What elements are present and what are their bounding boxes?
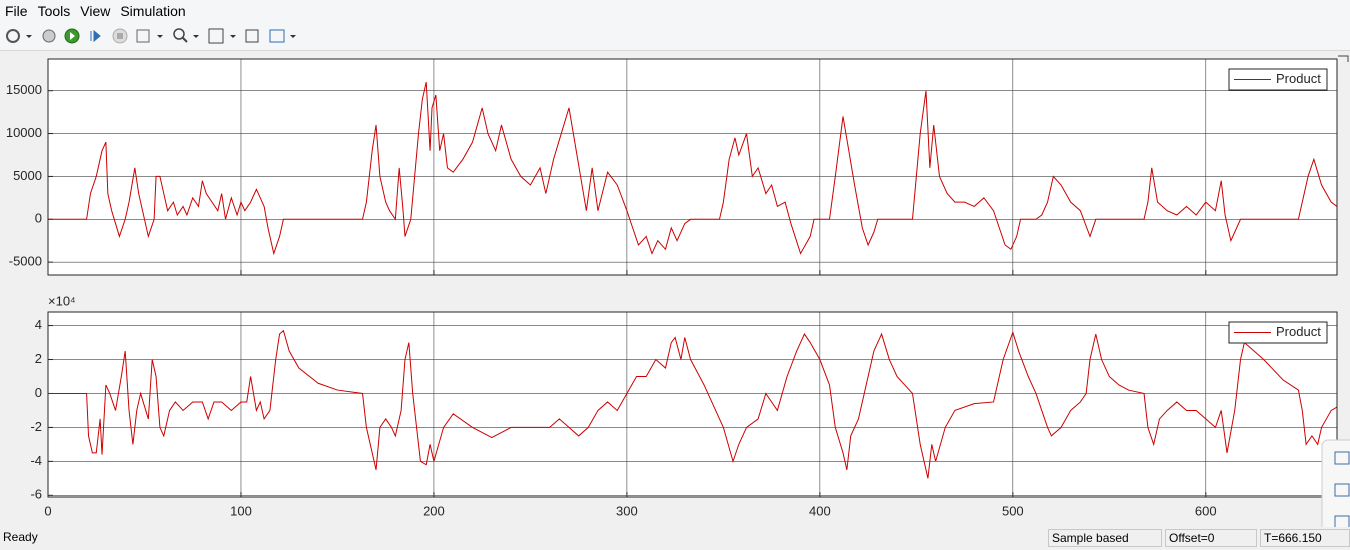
y-tick-label: -6	[30, 487, 42, 502]
y-tick-label: -2	[30, 419, 42, 434]
axes-border	[47, 311, 1338, 498]
step-forward-button[interactable]	[90, 29, 101, 43]
settings-button[interactable]	[6, 29, 32, 43]
y-tick-label: 5000	[13, 168, 42, 183]
legend-box	[1228, 68, 1328, 91]
y-tick-label: 2	[35, 351, 42, 366]
autoscale-button[interactable]	[208, 28, 236, 44]
legend-box	[1228, 321, 1328, 344]
run-button[interactable]	[64, 28, 80, 44]
status-message: Ready	[3, 530, 38, 544]
step-back-button[interactable]	[42, 29, 56, 43]
style-button[interactable]	[245, 29, 259, 43]
legend-label: Product	[1276, 71, 1321, 86]
menu-bar: File Tools View Simulation	[0, 0, 1350, 22]
highlight-button[interactable]	[136, 29, 163, 43]
axes-background	[48, 59, 1337, 275]
menu-item[interactable]: File	[5, 3, 28, 19]
y-tick-label: -5000	[9, 254, 42, 269]
menu-item[interactable]: View	[80, 3, 111, 19]
x-tick-label: 300	[616, 503, 638, 518]
zoom-button[interactable]	[173, 28, 199, 43]
x-tick-label: 100	[230, 503, 252, 518]
y-tick-label: 0	[35, 211, 42, 226]
side-panel	[1321, 439, 1350, 541]
side-panel-icon[interactable]	[1334, 483, 1350, 497]
y-tick-label: 0	[35, 385, 42, 400]
measure-button[interactable]	[269, 29, 296, 43]
side-panel-icon[interactable]	[1334, 451, 1350, 465]
menu-item[interactable]: Tools	[37, 3, 71, 19]
status-section: T=666.150	[1260, 529, 1350, 547]
axes-background	[48, 312, 1337, 497]
y-tick-label: -4	[30, 453, 42, 468]
stop-button[interactable]	[112, 28, 128, 44]
toolbar-icons	[6, 28, 296, 44]
data-line	[48, 329, 1338, 479]
x-tick-label: 600	[1195, 503, 1217, 518]
status-bar: Ready Sample based Offset=0 T=666.150	[0, 527, 1350, 550]
y-exponent-label: ×10⁴	[48, 293, 76, 308]
toolbar	[0, 22, 1350, 51]
y-tick-label: 15000	[6, 82, 42, 97]
x-tick-label: 500	[1002, 503, 1024, 518]
x-tick-label: 400	[809, 503, 831, 518]
data-line	[48, 82, 1338, 256]
status-section: Sample based	[1048, 529, 1162, 547]
axes-border	[47, 58, 1338, 276]
menu-item[interactable]: Simulation	[120, 3, 186, 19]
status-section: Offset=0	[1165, 529, 1257, 547]
x-tick-label: 0	[44, 503, 51, 518]
y-tick-label: 10000	[6, 125, 42, 140]
x-tick-label: 200	[423, 503, 445, 518]
legend-label: Product	[1276, 324, 1321, 339]
resize-grip	[1338, 55, 1349, 62]
side-panel-box	[1321, 439, 1350, 541]
y-tick-label: 4	[35, 317, 42, 332]
